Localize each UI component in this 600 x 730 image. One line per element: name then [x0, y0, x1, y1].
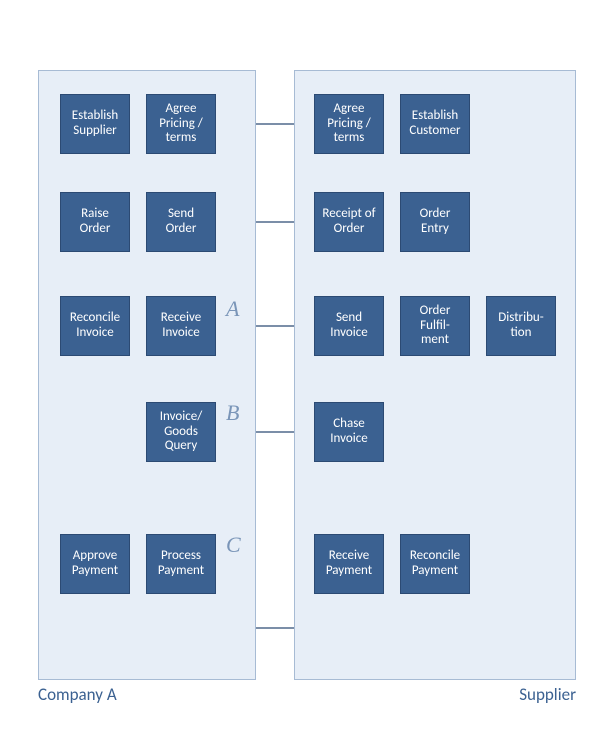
node-estCustomer: EstablishCustomer	[400, 94, 470, 154]
node-sendOrder: SendOrder	[146, 192, 216, 252]
node-label: ProcessPayment	[158, 549, 204, 579]
node-reconInv: ReconcileInvoice	[60, 296, 130, 356]
node-reconPay: ReconcilePayment	[400, 534, 470, 594]
node-label: Receipt ofOrder	[322, 207, 375, 237]
node-label: Invoice/GoodsQuery	[160, 410, 202, 455]
lane-label-company-a: Company A	[38, 684, 117, 705]
annotation-letter: C	[226, 532, 241, 558]
node-recvInv: ReceiveInvoice	[146, 296, 216, 356]
node-label: OrderEntry	[420, 207, 451, 237]
node-recvPay: ReceivePayment	[314, 534, 384, 594]
node-chaseInv: ChaseInvoice	[314, 402, 384, 462]
node-label: RaiseOrder	[80, 207, 111, 237]
node-processPay: ProcessPayment	[146, 534, 216, 594]
node-label: ApprovePayment	[72, 549, 118, 579]
node-label: AgreePricing /terms	[327, 102, 371, 147]
node-receiptOrder: Receipt ofOrder	[314, 192, 384, 252]
node-label: ReconcileInvoice	[70, 311, 120, 341]
flowchart-stage: Company A Supplier EstablishSupplier AgreeP…	[0, 0, 600, 730]
node-sendInv: SendInvoice	[314, 296, 384, 356]
node-agreeB: AgreePricing /terms	[314, 94, 384, 154]
node-distrib: Distribu-tion	[486, 296, 556, 356]
node-label: ReceivePayment	[326, 549, 372, 579]
node-label: ReceiveInvoice	[161, 311, 201, 341]
node-label: EstablishCustomer	[409, 109, 460, 139]
node-raiseOrder: RaiseOrder	[60, 192, 130, 252]
annotation-letter: B	[226, 400, 239, 426]
node-label: EstablishSupplier	[72, 109, 118, 139]
lane-label-supplier: Supplier	[519, 684, 576, 705]
node-estSupplier: EstablishSupplier	[60, 94, 130, 154]
node-orderFulfil: OrderFulfil-ment	[400, 296, 470, 356]
node-label: SendInvoice	[330, 311, 367, 341]
node-invQuery: Invoice/GoodsQuery	[146, 402, 216, 462]
node-approvePay: ApprovePayment	[60, 534, 130, 594]
node-label: OrderFulfil-ment	[420, 304, 451, 349]
node-label: ChaseInvoice	[330, 417, 367, 447]
node-label: SendOrder	[166, 207, 197, 237]
node-label: ReconcilePayment	[410, 549, 460, 579]
node-label: Distribu-tion	[498, 311, 543, 341]
node-agreeA: AgreePricing /terms	[146, 94, 216, 154]
node-label: AgreePricing /terms	[159, 102, 203, 147]
annotation-letter: A	[226, 296, 239, 322]
node-orderEntry: OrderEntry	[400, 192, 470, 252]
